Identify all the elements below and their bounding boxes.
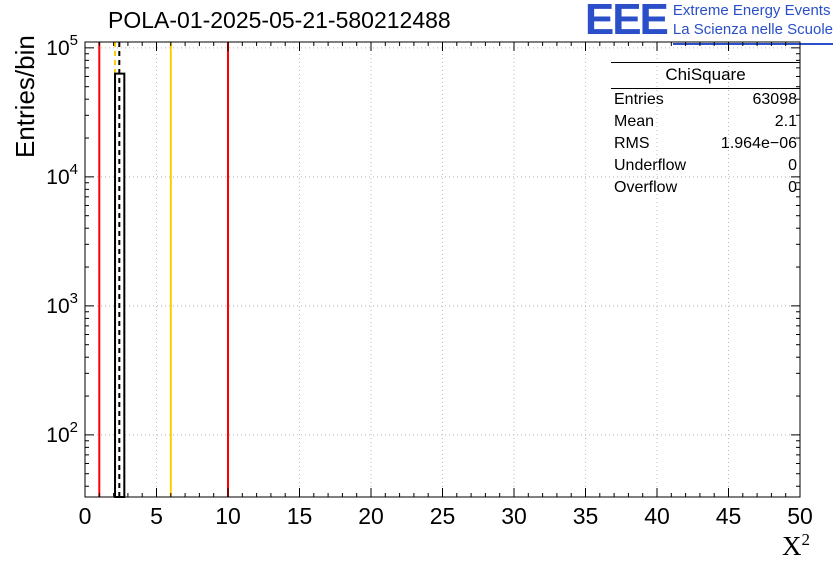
svg-text:40: 40: [644, 503, 670, 529]
stats-row-label: Entries: [614, 91, 664, 108]
x-axis-title-exponent: 2: [801, 530, 811, 549]
axis-ticks: [84, 42, 801, 497]
stats-row-value: 63098: [752, 91, 798, 108]
stats-row: Entries 63098: [611, 89, 800, 111]
x-tick-labels: 0 5 10 15 20 25 30 35 40 45 50: [79, 503, 813, 529]
stats-row-label: Mean: [614, 113, 655, 130]
stats-row-label: RMS: [614, 135, 650, 152]
stats-title: ChiSquare: [611, 63, 800, 89]
svg-text:102: 102: [46, 419, 78, 447]
svg-text:50: 50: [787, 503, 813, 529]
svg-text:20: 20: [358, 503, 384, 529]
svg-text:0: 0: [79, 503, 92, 529]
stats-box: ChiSquare Entries 63098 Mean 2.1 RMS 1.964e−0…: [611, 62, 800, 199]
stats-row: Mean 2.1: [611, 111, 800, 133]
stats-rows: Entries 63098 Mean 2.1 RMS 1.964e−06 Underflow…: [611, 89, 800, 199]
eee-logo-text: EEE: [584, 0, 669, 44]
stats-row: Overflow 0: [611, 177, 800, 199]
chart-title: POLA-01-2025-05-21-580212488: [108, 7, 451, 33]
x-axis-title: X2: [782, 530, 810, 562]
svg-text:105: 105: [46, 32, 78, 60]
svg-text:30: 30: [501, 503, 527, 529]
svg-text:103: 103: [46, 290, 78, 318]
svg-text:15: 15: [287, 503, 313, 529]
stats-row: Underflow 0: [611, 155, 800, 177]
stats-row: RMS 1.964e−06: [611, 133, 800, 155]
eee-tagline-2: La Scienza nelle Scuole: [672, 20, 833, 38]
svg-text:104: 104: [46, 161, 78, 189]
x-axis-title-base: X: [782, 531, 802, 561]
eee-tagline-1: Extreme Energy Events: [672, 2, 831, 19]
svg-text:25: 25: [430, 503, 456, 529]
svg-text:35: 35: [573, 503, 599, 529]
stats-row-label: Overflow: [614, 179, 678, 196]
svg-text:5: 5: [150, 503, 163, 529]
stats-row-value: 1.964e−06: [720, 135, 797, 152]
svg-text:45: 45: [716, 503, 742, 529]
eee-logo: EEE Extreme Energy Events La Scienza nel…: [584, 0, 833, 45]
stats-row-value: 0: [788, 179, 797, 196]
svg-text:10: 10: [215, 503, 241, 529]
stats-row-value: 2.1: [774, 113, 797, 130]
y-tick-labels: 102 103 104 105: [46, 32, 78, 447]
stats-row-value: 0: [788, 157, 797, 174]
eee-logo-taglines: Extreme Energy Events La Scienza nelle S…: [672, 2, 833, 45]
y-axis-title: Entries/bin: [10, 35, 40, 158]
stats-row-label: Underflow: [614, 157, 687, 174]
